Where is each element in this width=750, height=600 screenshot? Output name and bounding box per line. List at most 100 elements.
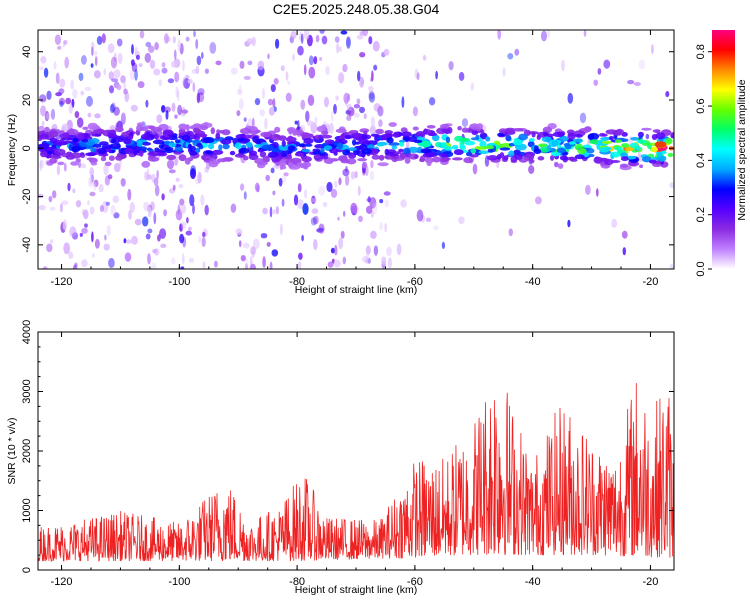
ridge-blob [342, 149, 350, 156]
scatter-blob [238, 84, 242, 92]
ridge-blob [354, 132, 360, 139]
ridge-blob [577, 148, 587, 154]
scatter-blob [39, 160, 43, 172]
colorbar-ticks: 0.0 0.2 0.4 0.6 0.8 [695, 44, 712, 277]
ridge-blob [239, 128, 252, 135]
scatter-blob [448, 61, 454, 71]
scatter-blob [254, 98, 261, 106]
scatter-blob [204, 204, 209, 216]
scatter-blob [368, 36, 373, 45]
scatter-blob [383, 191, 391, 196]
ridge-blob [158, 144, 165, 149]
scatter-blob [197, 171, 202, 184]
ridge-blob [376, 143, 385, 147]
scatter-blob [275, 206, 279, 215]
scatter-blob [117, 52, 123, 64]
ridge-blob [625, 147, 634, 152]
scatter-blob [195, 38, 199, 50]
ridge-blob [358, 144, 368, 151]
scatter-blob [131, 235, 138, 245]
scatter-blob [170, 60, 178, 68]
ridge-blob [90, 147, 96, 153]
ridge-blob [484, 145, 495, 150]
ridge-blob [109, 143, 121, 150]
scatter-blob [547, 30, 551, 39]
scatter-blob [368, 257, 371, 264]
scatter-blob [215, 60, 222, 66]
scatter-blob [108, 71, 115, 81]
scatter-blob [611, 218, 618, 228]
scatter-blob [308, 55, 314, 66]
ridge-blob [347, 147, 358, 152]
scatter-blob [153, 212, 157, 225]
ridge-blob [216, 158, 227, 163]
ridge-blob [518, 133, 528, 141]
scatter-blob [79, 232, 83, 237]
scatter-blob [272, 98, 276, 108]
scatter-blob [87, 112, 92, 118]
ridge-blob [378, 154, 385, 161]
ridge-blob [398, 139, 406, 143]
ridge-blob [398, 148, 404, 153]
scatter-blob [334, 180, 338, 188]
scatter-blob [253, 238, 260, 250]
ridge-blob [461, 127, 469, 133]
ridge-blob [575, 134, 583, 138]
scatter-blob [59, 100, 64, 107]
ridge-blob [71, 145, 79, 153]
scatter-blob [342, 168, 350, 177]
scatter-blob [163, 209, 168, 217]
x-tick-label: -20 [642, 276, 658, 288]
scatter-blob [386, 246, 392, 257]
scatter-blob [273, 209, 276, 215]
scatter-blob [109, 85, 114, 94]
ridge-blob [528, 138, 535, 142]
scatter-blob [64, 56, 69, 69]
scatter-blob [597, 68, 602, 75]
scatter-blob [50, 108, 56, 120]
scatter-blob [156, 114, 163, 124]
scatter-blob [621, 230, 628, 239]
scatter-blob [177, 39, 181, 52]
scatter-blob [42, 266, 48, 269]
scatter-blob [180, 221, 187, 230]
scatter-blob [196, 92, 201, 104]
scatter-blob [175, 86, 179, 98]
scatter-blob [339, 46, 342, 52]
scatter-blob [318, 185, 326, 196]
scatter-blob [57, 45, 62, 50]
scatter-blob [333, 259, 341, 268]
ridge-blob [667, 152, 674, 158]
ridge-blob [601, 140, 613, 144]
scatter-blob [497, 30, 502, 40]
scatter-blob [596, 188, 599, 197]
scatter-blob [150, 201, 155, 211]
scatter-blob [139, 30, 145, 39]
scatter-blob [416, 72, 420, 81]
ridge-blob [198, 133, 208, 138]
ridge-blob [512, 140, 523, 146]
scatter-blob [197, 88, 205, 96]
ridge-blob [470, 154, 479, 158]
scatter-blob [622, 247, 626, 256]
ridge-blob [384, 130, 394, 135]
ridge-blob [412, 126, 419, 131]
x-tick-label: -100 [168, 276, 190, 288]
scatter-blob [68, 103, 73, 114]
ridge-blob [94, 133, 102, 137]
ridge-blob [453, 149, 464, 156]
scatter-blob [131, 44, 134, 55]
scatter-blob [330, 247, 335, 254]
scatter-blob [180, 204, 187, 214]
ridge-blob [215, 132, 221, 140]
scatter-blob [278, 177, 283, 187]
spectrogram-plot-area [38, 30, 674, 269]
scatter-blob [185, 36, 190, 42]
ridge-blob [111, 149, 116, 153]
scatter-blob [567, 92, 574, 104]
scatter-blob [124, 252, 132, 262]
y-tick-label: 1000 [21, 498, 33, 522]
ridge-blob [192, 123, 201, 129]
ridge-blob [344, 135, 351, 140]
scatter-blob [371, 70, 374, 82]
